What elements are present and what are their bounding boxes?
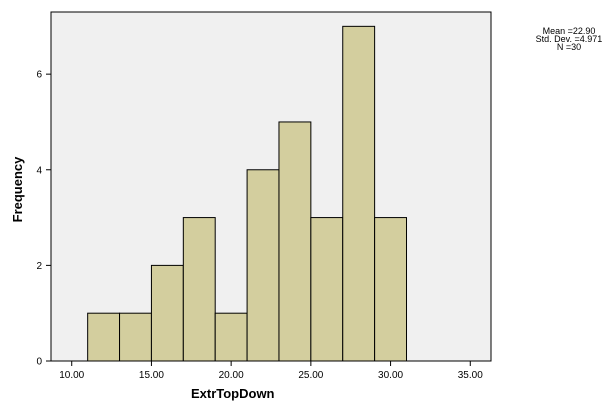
histogram-bar-10 xyxy=(374,217,408,362)
x-tick-label: 15.00 xyxy=(139,370,164,381)
x-tick-label: 30.00 xyxy=(378,370,403,381)
y-tick-label: 6 xyxy=(36,70,42,81)
histogram-bar-9 xyxy=(342,25,376,362)
histogram-bar-4 xyxy=(182,217,216,362)
x-tick-label: 35.00 xyxy=(458,370,483,381)
y-axis-title: Frequency xyxy=(10,156,25,223)
axes-group xyxy=(50,12,491,362)
x-axis-title: ExtrTopDown xyxy=(191,386,275,401)
stats-box: Mean =22.90 Std. Dev. =4.971 N =30 xyxy=(536,26,603,52)
histogram-bar-5 xyxy=(214,312,248,362)
stats-mean: Mean =22.90 xyxy=(543,26,596,36)
histogram-bar-1 xyxy=(87,312,121,362)
histogram-bar-6 xyxy=(246,169,280,362)
x-tick-label: 10.00 xyxy=(59,370,84,381)
y-tick-label: 2 xyxy=(36,261,42,272)
histogram-bar-3 xyxy=(150,264,184,362)
bars-group xyxy=(87,25,408,362)
ticks-group: 10.00 15.00 20.00 25.00 30.00 35.00 0 2 4 6 xyxy=(36,70,483,381)
y-tick-label: 4 xyxy=(36,165,42,176)
histogram-bar-7 xyxy=(278,121,312,362)
y-tick-label: 0 xyxy=(36,357,42,368)
histogram-bar-8 xyxy=(310,217,344,362)
histogram-bar-2 xyxy=(119,312,152,362)
stats-std-dev: Std. Dev. =4.971 xyxy=(536,34,603,44)
x-tick-label: 25.00 xyxy=(298,370,323,381)
stats-n: N =30 xyxy=(557,42,581,52)
x-tick-label: 20.00 xyxy=(219,370,244,381)
